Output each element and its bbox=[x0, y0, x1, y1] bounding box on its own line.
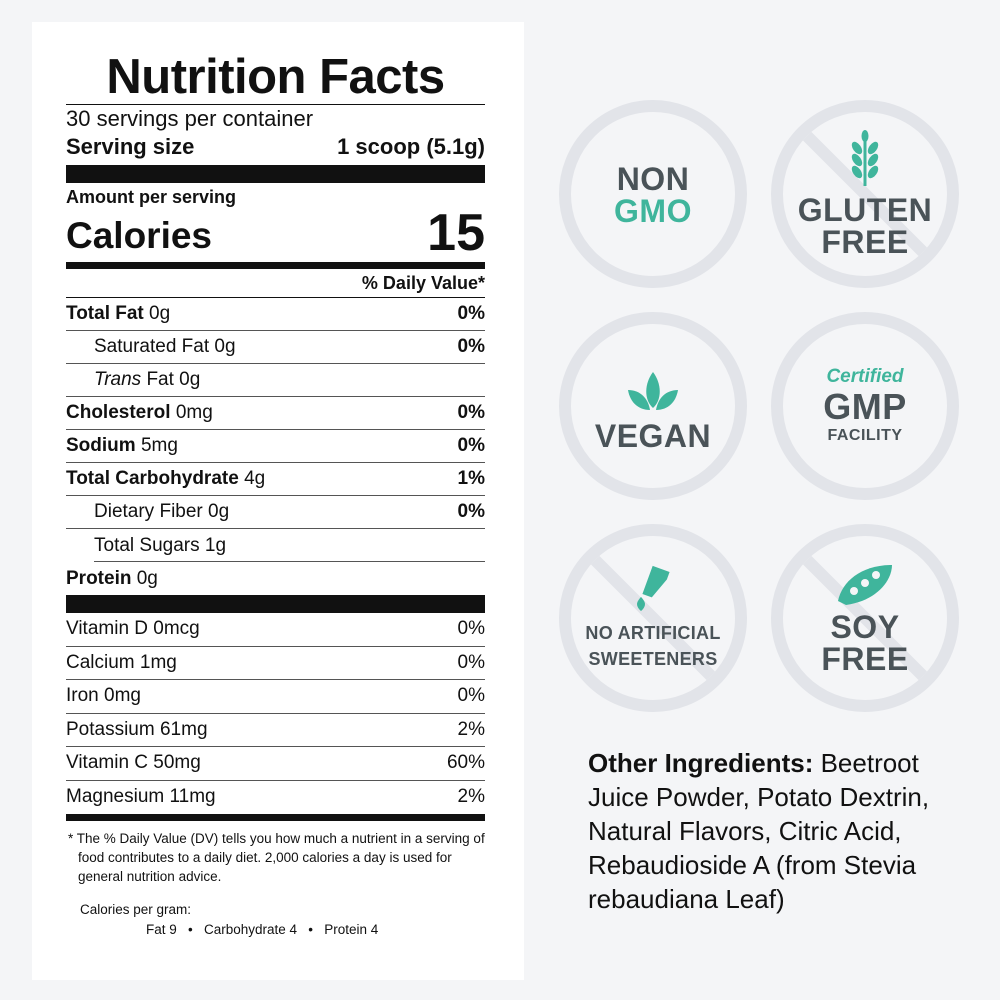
vitamin-pct: 0% bbox=[457, 685, 485, 707]
vitamin-name: Potassium 61mg bbox=[66, 718, 208, 740]
nutrient-row-sodium: Sodium 5mg 0% bbox=[66, 430, 485, 463]
vitamin-name: Vitamin C 50mg bbox=[66, 752, 201, 774]
nutrient-row-total-fat: Total Fat 0g 0% bbox=[66, 298, 485, 331]
divider bbox=[66, 104, 485, 105]
calories-value: 15 bbox=[427, 204, 485, 262]
nutrition-facts-title: Nutrition Facts bbox=[106, 50, 445, 104]
nutrient-amount: 5mg bbox=[140, 435, 178, 456]
calories-per-gram-label: Calories per gram: bbox=[80, 902, 192, 917]
nutrient-amount: 0g bbox=[208, 501, 230, 522]
other-ingredients-text: Beetroot Juice Powder, Potato Dextrin, N… bbox=[588, 748, 930, 914]
vitamin-row-potassium: Potassium 61mg 2% bbox=[66, 714, 485, 747]
nutrient-pct: 0% bbox=[457, 435, 485, 456]
soy-free-line2: FREE bbox=[821, 641, 909, 677]
medium-divider bbox=[66, 814, 485, 821]
vegan-label: VEGAN bbox=[594, 418, 712, 454]
servings-per-container: 30 servings per container bbox=[66, 106, 314, 131]
serving-size-value: 1 scoop (5.1g) bbox=[337, 134, 485, 159]
nutrient-row-protein: Protein 0g bbox=[66, 562, 485, 595]
calories-row: Calories 15 bbox=[66, 204, 485, 262]
nutrient-name: Trans bbox=[94, 369, 142, 390]
vitamin-pct: 0% bbox=[457, 651, 485, 673]
vitamin-row-iron: Iron 0mg 0% bbox=[66, 680, 485, 714]
nutrient-amount: 0g bbox=[214, 336, 236, 357]
nutrient-amount: 1g bbox=[204, 534, 227, 556]
non-gmo-line1: NON bbox=[616, 161, 690, 197]
nutrient-name: Dietary Fiber bbox=[94, 501, 203, 522]
no-artificial-line1: NO ARTIFICIAL bbox=[585, 623, 721, 643]
thick-divider bbox=[66, 165, 485, 183]
nutrient-row-saturated-fat: Saturated Fat 0g 0% bbox=[66, 331, 485, 364]
nutrient-row-total-sugars: Total Sugars 1g bbox=[66, 529, 485, 562]
vitamin-pct: 2% bbox=[457, 786, 485, 808]
nutrient-amount: 4g bbox=[244, 468, 266, 489]
leaves-icon bbox=[628, 372, 678, 410]
vitamin-pct: 60% bbox=[446, 752, 485, 774]
gmp-label: GMP bbox=[823, 386, 907, 427]
nutrient-row-dietary-fiber: Dietary Fiber 0g 0% bbox=[66, 496, 485, 529]
soy-free-badge: SOY FREE bbox=[771, 524, 959, 712]
no-artificial-line2: SWEETENERS bbox=[588, 649, 718, 669]
vitamin-row-magnesium: Magnesium 11mg 2% bbox=[66, 781, 485, 815]
soybean-pod-icon bbox=[838, 565, 892, 605]
non-gmo-badge: NON GMO bbox=[559, 100, 747, 288]
nutrient-pct: 1% bbox=[457, 468, 485, 489]
nutrient-pct: 0% bbox=[457, 336, 485, 357]
vitamin-row-c: Vitamin C 50mg 60% bbox=[66, 747, 485, 781]
nutrient-name: Cholesterol bbox=[66, 402, 171, 423]
nutrient-row-cholesterol: Cholesterol 0mg 0% bbox=[66, 397, 485, 430]
daily-value-header: % Daily Value* bbox=[361, 273, 485, 293]
nutrition-facts-label: Nutrition Facts 30 servings per containe… bbox=[66, 52, 485, 940]
vegan-badge: VEGAN bbox=[559, 312, 747, 500]
gluten-free-badge: GLUTEN FREE bbox=[771, 100, 959, 288]
nutrient-amount: 0g bbox=[149, 303, 171, 324]
divider bbox=[66, 297, 485, 298]
nutrient-name: Sodium bbox=[66, 435, 136, 456]
vitamin-row-d: Vitamin D 0mcg 0% bbox=[66, 613, 485, 647]
vitamin-name: Vitamin D 0mcg bbox=[66, 618, 200, 640]
vitamin-row-calcium: Calcium 1mg 0% bbox=[66, 647, 485, 680]
serving-size-label: Serving size bbox=[66, 134, 195, 159]
vitamin-name: Calcium 1mg bbox=[66, 651, 177, 673]
gmp-certified-text: Certified bbox=[826, 366, 904, 387]
wheat-icon bbox=[851, 130, 879, 186]
calories-per-gram-values: Fat 9 • Carbohydrate 4 • Protein 4 bbox=[146, 922, 379, 937]
other-ingredients-label: Other Ingredients: bbox=[588, 748, 814, 778]
vitamin-name: Iron 0mg bbox=[66, 685, 141, 707]
nutrient-name: Saturated Fat bbox=[94, 336, 210, 357]
nutrient-row-trans-fat: Trans Fat 0g bbox=[66, 364, 485, 397]
non-gmo-line2: GMO bbox=[614, 193, 692, 229]
nutrient-amount: Fat 0g bbox=[146, 369, 201, 390]
nutrient-name: Total Sugars bbox=[94, 534, 200, 556]
gmp-certified-badge: Certified GMP FACILITY bbox=[771, 312, 959, 500]
calories-label: Calories bbox=[66, 215, 213, 256]
nutrient-name: Total Carbohydrate bbox=[66, 468, 239, 489]
soy-free-line1: SOY bbox=[830, 609, 900, 645]
gluten-free-line2: FREE bbox=[821, 224, 909, 260]
daily-value-footnote: * The % Daily Value (DV) tells you how m… bbox=[68, 831, 485, 884]
dropper-icon bbox=[637, 565, 670, 611]
vitamin-pct: 0% bbox=[457, 618, 485, 640]
nutrient-name: Protein bbox=[66, 567, 132, 589]
vitamin-pct: 2% bbox=[457, 718, 485, 740]
nutrition-label-panel: Nutrition Facts 30 servings per containe… bbox=[32, 22, 524, 980]
calories-per-gram: Calories per gram: Fat 9 • Carbohydrate … bbox=[66, 900, 485, 940]
nutrient-pct: 0% bbox=[457, 501, 485, 522]
other-ingredients: Other Ingredients: Beetroot Juice Powder… bbox=[588, 746, 978, 916]
nutrient-amount: 0mg bbox=[175, 402, 213, 423]
nutrient-pct: 0% bbox=[457, 303, 485, 324]
gluten-free-line1: GLUTEN bbox=[797, 192, 933, 228]
amount-per-serving: Amount per serving bbox=[66, 187, 237, 207]
serving-size: Serving size 1 scoop (5.1g) bbox=[66, 133, 485, 165]
nutrient-amount: 0g bbox=[136, 567, 158, 589]
medium-divider bbox=[66, 262, 485, 269]
nutrient-name: Total Fat bbox=[66, 303, 144, 324]
nutrient-pct: 0% bbox=[457, 402, 485, 423]
thick-divider bbox=[66, 595, 485, 613]
vitamin-name: Magnesium 11mg bbox=[66, 786, 216, 808]
gmp-facility-text: FACILITY bbox=[827, 427, 903, 444]
nutrient-row-total-carbohydrate: Total Carbohydrate 4g 1% bbox=[66, 463, 485, 496]
no-artificial-sweeteners-badge: NO ARTIFICIAL SWEETENERS bbox=[559, 524, 747, 712]
